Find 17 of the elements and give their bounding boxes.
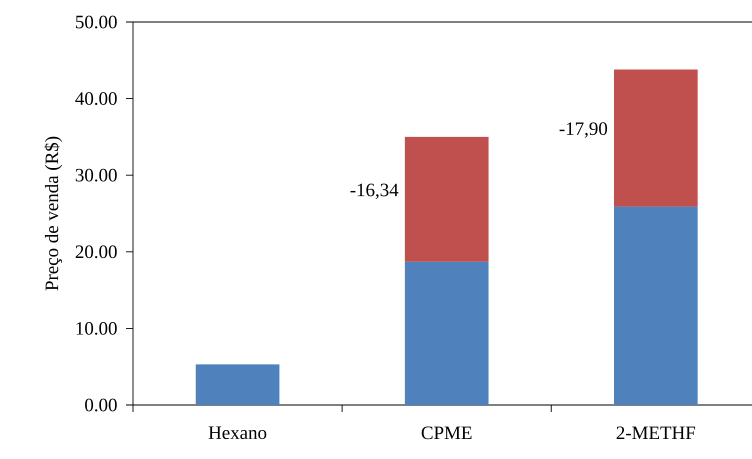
bar [404,262,489,405]
x-tick-label: 2-METHF [616,426,696,440]
bar [614,69,698,207]
bar [196,364,280,405]
y-axis-title: Preço de venda (R$) [44,136,62,290]
y-tick-label: 30.00 [76,168,117,182]
y-tick-label: 0.00 [85,398,117,412]
annotation: -17,90 [560,122,608,138]
bar [614,206,698,405]
annotation: -16,34 [350,184,398,200]
y-tick-label: 50.00 [76,16,117,28]
y-tick-label: 40.00 [75,92,117,106]
x-tick-label: CPME [422,426,472,440]
y-tick-label: 20.00 [76,245,117,258]
bar [404,136,489,262]
x-tick-label: Hexano [208,426,266,440]
y-tick-label: 10.00 [76,322,117,335]
